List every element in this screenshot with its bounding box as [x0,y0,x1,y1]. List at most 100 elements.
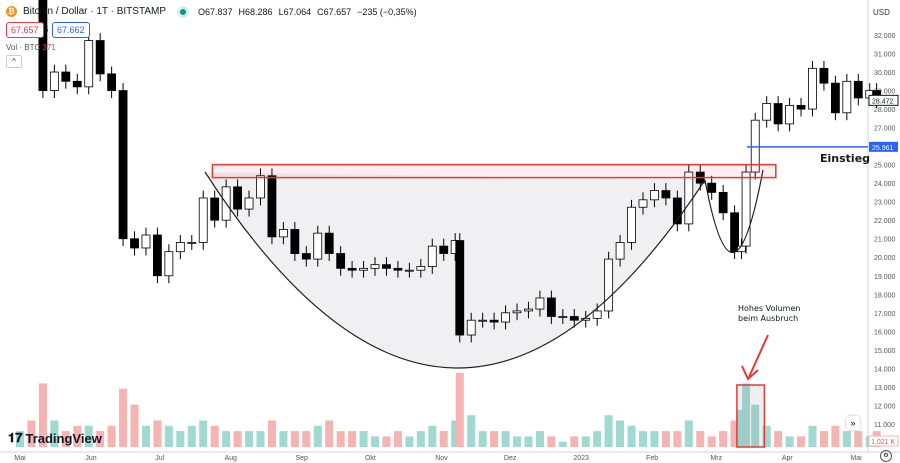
y-tick-label: 18.000 [874,292,896,299]
candle-body [416,266,426,271]
candle-body [455,240,465,336]
y-tick-label: 14.000 [874,366,896,373]
candle-body [336,253,346,269]
logo-text: TradingView [25,430,102,446]
x-tick-label: Jul [155,455,164,462]
x-tick-label: Jun [85,455,96,462]
volume-bar [245,431,254,447]
currency-select[interactable]: USD [873,8,890,17]
collapse-legend-button[interactable]: ^ [6,55,22,68]
volume-bar [684,420,693,447]
volume-last-tag [868,435,899,447]
entry-price-tag [869,141,898,152]
tradingview-logo: 𝟏𝟕 TradingView [8,430,102,446]
candle-body [267,175,277,238]
volume-bar [742,383,751,447]
y-tick-label: 29.000 [874,89,896,96]
candle-body [439,245,449,254]
candle-body [489,319,499,323]
candle-body [427,245,437,267]
volume-bar [808,425,817,447]
candle-body [615,242,625,260]
candle-body [347,267,357,271]
candle-body [393,267,403,271]
candle-body [324,232,334,254]
candle-body [466,319,476,336]
x-tick-label: Mai [14,455,26,462]
volume-bar [819,431,828,447]
candle-body [382,264,391,269]
candle-body [72,80,82,88]
candle-body [153,234,162,277]
x-tick-label: Mrz [710,455,722,462]
volume-bar [616,420,625,447]
x-tick-label: Aug [224,455,237,462]
volume-bar [382,436,391,447]
volume-bar [696,431,705,447]
volume-bar [478,431,487,447]
candle-body [524,308,533,312]
volume-value: 371 [42,43,56,52]
entry-price-label: 25.961 [872,145,894,152]
buy-button[interactable]: 67.662 [52,22,90,38]
candle-body [684,171,694,225]
spread: 5 [44,25,49,34]
candle-body [164,251,174,277]
volume-bar [393,431,402,447]
last-price-tag [868,94,899,106]
candle-body [808,67,817,110]
volume-bar [737,409,746,447]
candle-body [512,310,522,314]
volume-bar [581,436,590,447]
volume-bar [627,425,636,447]
x-tick-label: Feb [646,455,658,462]
volume-bar [336,431,345,447]
y-tick-label: 25.000 [874,163,896,170]
entry-label: Einstieg [820,152,870,165]
volume-bar [774,431,783,447]
volume-bar [405,436,414,447]
volume-bar [524,436,533,447]
volume-bar [96,431,105,447]
cup-fill [205,172,705,369]
volume-bar [490,431,499,447]
volume-bar [176,431,185,447]
candle-body [672,197,682,225]
tradingview-mark-icon: 𝟏𝟕 [8,430,23,445]
volume-bar [570,436,579,447]
candle-body [796,104,806,110]
volume-bar [348,431,357,447]
volume-bar [325,420,334,447]
arrow-head-icon [741,365,759,381]
volume-bar [27,420,36,447]
volume-bar [661,431,670,447]
candle-body [627,206,636,243]
y-tick-label: 12.000 [874,403,896,410]
volume-bar [467,415,476,447]
x-tick-label: Dez [504,455,517,462]
x-tick-label: Sep [295,455,308,462]
volume-bar [233,431,242,447]
symbol-title[interactable]: Bitcoin / Dollar · 1T · BITSTAMP [23,6,166,17]
volume-bar [38,383,47,447]
candle-body [830,82,840,114]
candle-body [535,297,545,310]
candle-body [61,71,71,82]
candle-body [118,90,128,240]
volume-bar [73,425,82,447]
candle-body [233,186,242,210]
sell-button[interactable]: 67.657 [6,22,44,38]
resistance-zone [211,163,777,179]
volume-bar [719,431,728,447]
volume-bar [187,425,196,447]
market-status-icon [180,8,186,15]
volume-highlight-box [736,384,766,448]
volume-bar [673,431,682,447]
settings-icon[interactable]: ⚙ [880,450,892,462]
volume-label: Vol · BTC [6,43,41,52]
scroll-to-realtime-button[interactable]: » [846,416,860,430]
symbol-header: ₿ Bitcoin / Dollar · 1T · BITSTAMP O67.8… [6,6,417,17]
ohlc-change: −235 (−0,35%) [357,6,417,17]
candle-body [359,267,368,271]
